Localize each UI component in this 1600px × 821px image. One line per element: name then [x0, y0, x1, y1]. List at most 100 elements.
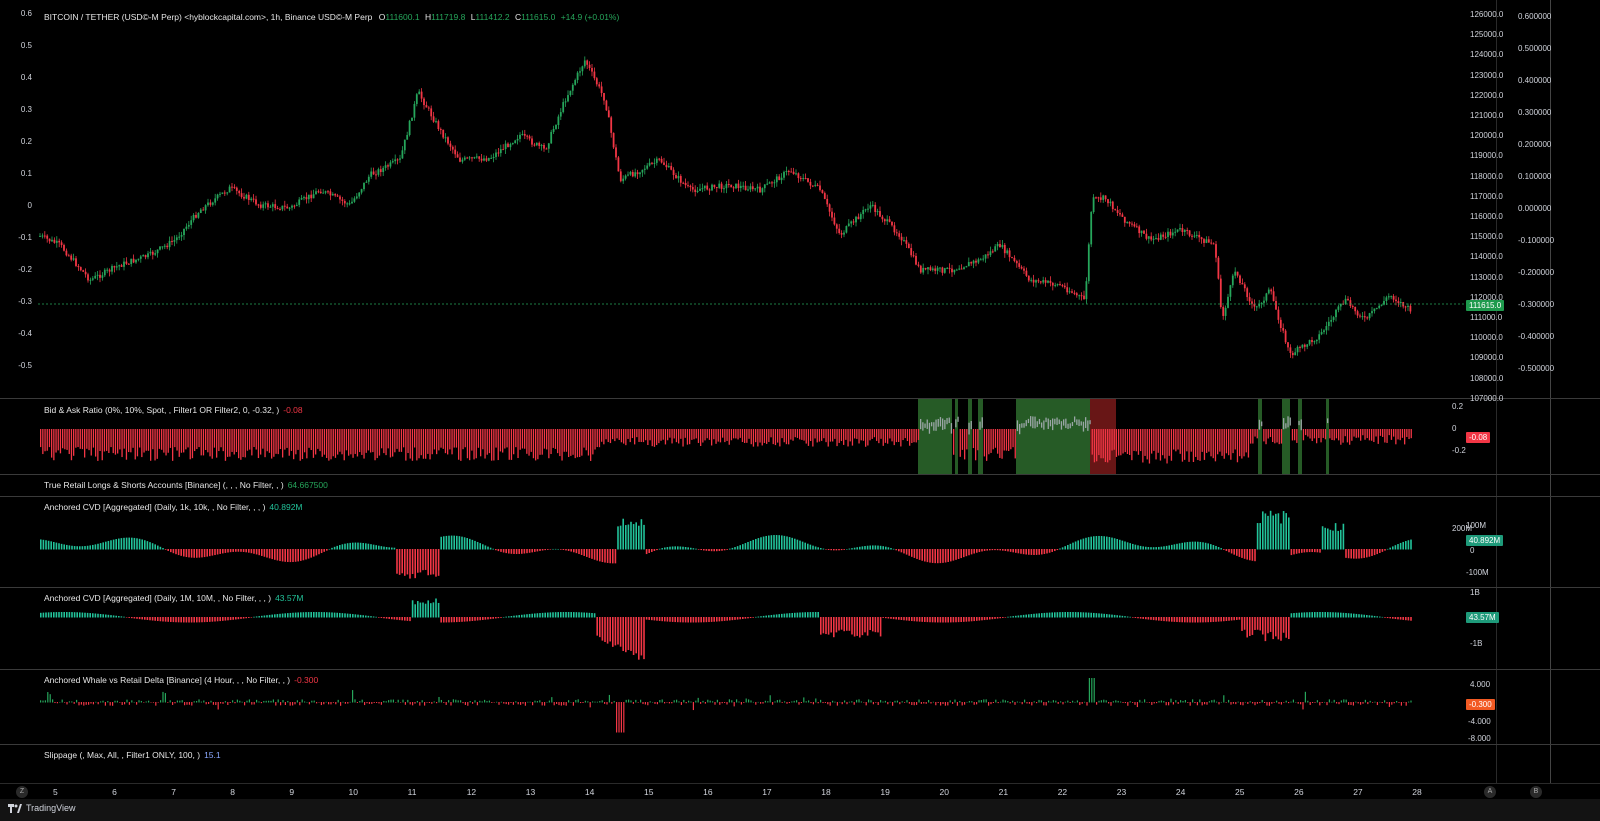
whale-bar	[863, 702, 865, 703]
bid-ask-bar	[97, 429, 99, 461]
candle-body	[814, 184, 817, 186]
tradingview-logo[interactable]: TradingView	[8, 803, 76, 813]
whale-bar	[323, 702, 325, 705]
whale-bar	[1309, 702, 1311, 705]
candle-body	[151, 251, 154, 255]
zoom-button[interactable]: Z	[16, 786, 28, 798]
cvd1-bar	[1282, 511, 1285, 550]
cvd1-bar	[666, 547, 669, 550]
cvd1-bar	[336, 545, 338, 550]
cvd2-bar	[248, 617, 250, 618]
cvd2-bar	[999, 617, 1001, 619]
whale-bar	[1283, 702, 1285, 703]
secondary-scale[interactable]	[1550, 0, 1600, 783]
cvd1-bar	[406, 549, 409, 575]
bid-ask-bar	[858, 429, 860, 444]
bid-ask-bar	[1096, 429, 1098, 462]
whale-bar	[620, 702, 622, 733]
candle-body	[847, 223, 850, 227]
cvd1-bar	[1095, 536, 1098, 550]
cvd1-legend[interactable]: Anchored CVD [Aggregated] (Daily, 1k, 10…	[44, 502, 303, 512]
retail-legend[interactable]: True Retail Longs & Shorts Accounts [Bin…	[44, 480, 328, 490]
pane-separator[interactable]	[0, 474, 1600, 475]
candle-body	[660, 158, 663, 163]
cvd1-bar	[1012, 549, 1014, 553]
whale-bar	[503, 702, 505, 704]
whale-bar	[162, 691, 164, 703]
cvd1-bar	[765, 535, 767, 550]
whale-bar	[832, 700, 834, 703]
candle-body	[58, 240, 61, 243]
candle-body	[595, 78, 598, 85]
cvd1-bar	[591, 549, 593, 559]
whale-bar	[1014, 702, 1016, 705]
whale-bar	[532, 702, 534, 706]
whale-bar	[85, 702, 87, 705]
bid-ask-bar	[174, 429, 176, 448]
cvd2-bar	[583, 612, 585, 618]
candle-body	[1231, 275, 1234, 286]
chart-area[interactable]	[38, 0, 1496, 783]
bid-ask-legend[interactable]: Bid & Ask Ratio (0%, 10%, Spot, , Filter…	[44, 405, 303, 415]
whale-bar	[736, 699, 738, 703]
bid-ask-bar	[620, 429, 623, 443]
cvd2-bar	[266, 615, 268, 618]
price-scale[interactable]	[1496, 0, 1551, 783]
pane-separator[interactable]	[0, 398, 1600, 399]
bid-ask-bar	[827, 429, 829, 447]
whale-bar	[812, 702, 814, 705]
cvd2-bar	[869, 617, 871, 631]
bid-ask-bar	[1254, 429, 1256, 437]
cvd2-bar	[864, 617, 866, 633]
candle-body	[1092, 197, 1095, 213]
slippage-legend[interactable]: Slippage (, Max, All, , Filter1 ONLY, 10…	[44, 750, 221, 760]
cvd2-bar	[679, 617, 682, 623]
cvd1-bar	[872, 545, 874, 550]
cvd2-bar	[1262, 617, 1264, 635]
cvd1-bar	[1241, 549, 1243, 558]
cvd2-bar	[352, 614, 354, 618]
chart-canvas[interactable]	[0, 0, 1600, 783]
bid-ask-bar	[1329, 429, 1331, 439]
cvd2-bar	[1386, 617, 1389, 619]
whale-bar	[968, 701, 970, 703]
cvd1-bar	[890, 548, 892, 550]
cvd1-bar	[1223, 549, 1225, 550]
whale-bar	[704, 702, 706, 704]
cvd2-bar	[219, 617, 221, 622]
cvd2-legend[interactable]: Anchored CVD [Aggregated] (Daily, 1M, 10…	[44, 593, 303, 603]
whale-bar	[1400, 702, 1402, 706]
candle-body	[96, 274, 99, 276]
cvd2-bar	[1194, 617, 1196, 623]
symbol-legend[interactable]: BITCOIN / TETHER (USD©-M Perp) <hyblockc…	[44, 12, 619, 22]
time-axis[interactable]: Z 5 6 7 8 9 10 11 12 13 14 15 16 17 18 19 20 21 22 23 24 25 2…	[0, 783, 1600, 800]
whale-bar	[424, 702, 426, 706]
symbol-title[interactable]: BITCOIN / TETHER (USD©-M Perp) <hyblockc…	[44, 12, 373, 22]
bid-ask-bar	[350, 429, 352, 455]
candle-body	[965, 266, 968, 268]
bid-ask-bar	[944, 419, 946, 430]
whale-legend[interactable]: Anchored Whale vs Retail Delta [Binance]…	[44, 675, 318, 685]
bid-ask-bar	[143, 429, 145, 453]
pane-separator[interactable]	[0, 744, 1600, 745]
pane-separator[interactable]	[0, 496, 1600, 497]
secondary-scale-button[interactable]: B	[1530, 786, 1542, 798]
pane-separator[interactable]	[0, 669, 1600, 670]
auto-scale-button[interactable]: A	[1484, 786, 1496, 798]
bid-ask-bar	[86, 429, 88, 449]
cvd1-bar	[651, 549, 653, 552]
cvd1-bar	[895, 549, 897, 551]
cvd2-bar	[471, 617, 474, 622]
candle-body	[511, 143, 514, 145]
candle-body	[159, 246, 161, 250]
pane-separator[interactable]	[0, 587, 1600, 588]
cvd1-bar	[1061, 547, 1064, 550]
whale-bar	[412, 702, 414, 706]
bid-ask-bar	[554, 429, 557, 449]
bid-ask-bar	[1203, 429, 1206, 460]
cvd2-bar	[276, 614, 279, 618]
bid-ask-bar	[1197, 429, 1199, 461]
candle-body	[648, 162, 651, 166]
bid-ask-bar	[266, 429, 268, 452]
cvd1-bar	[625, 525, 627, 550]
